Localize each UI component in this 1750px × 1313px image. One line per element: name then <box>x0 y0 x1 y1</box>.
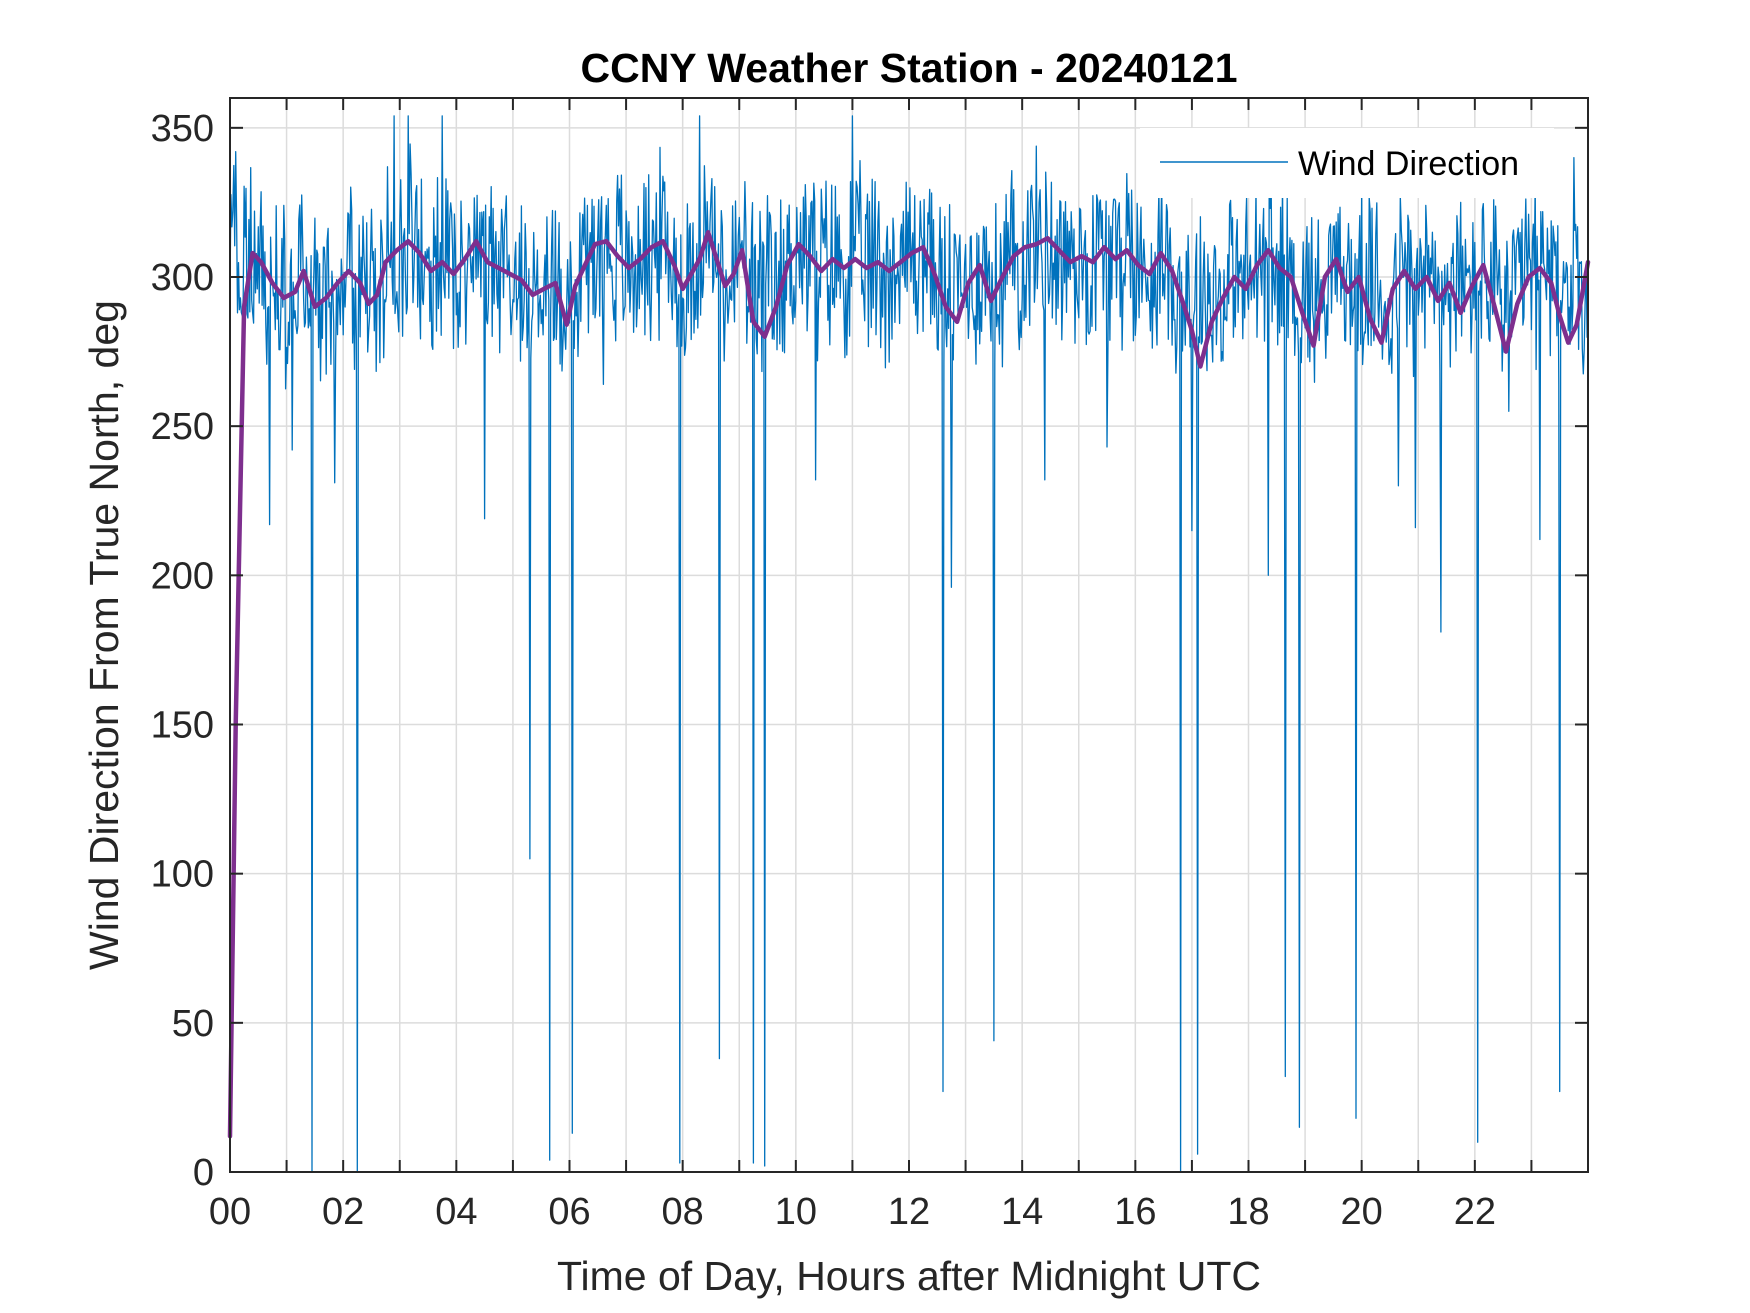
x-tick-label: 12 <box>888 1191 930 1233</box>
y-axis-label: Wind Direction From True North, deg <box>81 300 127 970</box>
chart-title: CCNY Weather Station - 20240121 <box>580 45 1237 91</box>
wind-direction-line <box>229 115 1588 1173</box>
x-tick-label: 14 <box>1001 1191 1043 1233</box>
x-tick-label: 04 <box>435 1191 477 1233</box>
y-tick-label: 300 <box>151 257 214 299</box>
y-tick-label: 150 <box>151 705 214 747</box>
legend-entry-wind-direction: Wind Direction <box>1298 145 1519 183</box>
x-tick-labels: 00 02 04 06 08 10 12 14 16 18 20 22 <box>209 1191 1496 1233</box>
x-tick-label: 02 <box>322 1191 364 1233</box>
moving-average-line <box>227 230 1591 1139</box>
y-tick-label: 100 <box>151 854 214 896</box>
y-tick-labels: 0 50 100 150 200 250 300 350 <box>151 108 214 1194</box>
moving-average-series <box>227 230 1591 1139</box>
x-tick-label: 22 <box>1454 1191 1496 1233</box>
x-tick-label: 18 <box>1227 1191 1269 1233</box>
x-tick-label: 20 <box>1341 1191 1383 1233</box>
x-tick-label: 00 <box>209 1191 251 1233</box>
y-tick-label: 200 <box>151 555 214 597</box>
x-tick-label: 10 <box>775 1191 817 1233</box>
axis-ticks <box>230 98 1588 1173</box>
x-tick-label: 06 <box>548 1191 590 1233</box>
y-tick-label: 250 <box>151 406 214 448</box>
y-tick-label: 50 <box>172 1003 214 1045</box>
x-tick-label: 16 <box>1114 1191 1156 1233</box>
y-tick-label: 350 <box>151 108 214 150</box>
wind-direction-series <box>229 115 1588 1173</box>
x-tick-label: 08 <box>662 1191 704 1233</box>
x-axis-label: Time of Day, Hours after Midnight UTC <box>557 1253 1261 1299</box>
legend: Wind Direction <box>1140 128 1554 198</box>
y-tick-label: 0 <box>193 1152 214 1194</box>
legend-box <box>1140 128 1554 198</box>
